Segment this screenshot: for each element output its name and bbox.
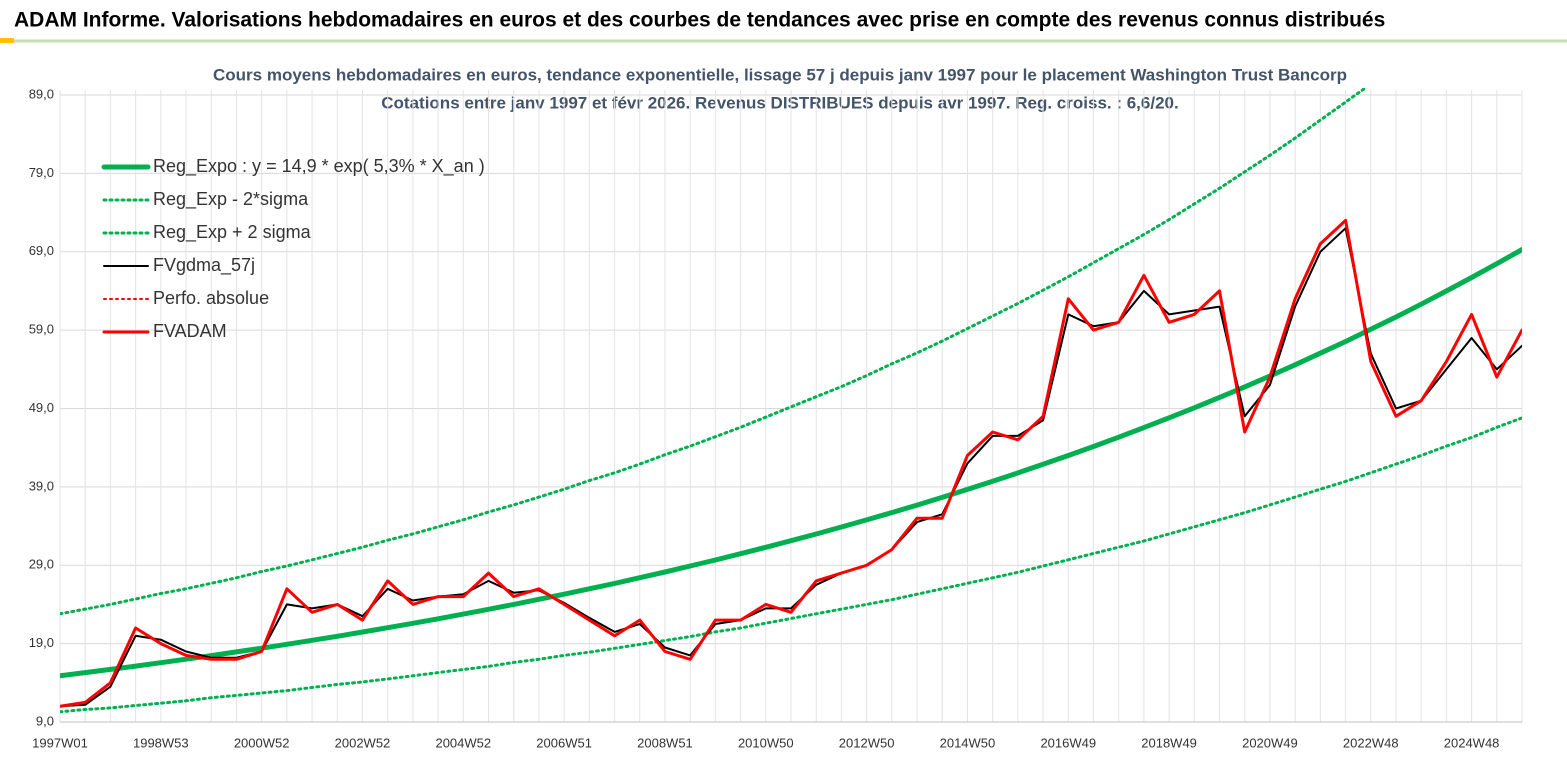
x-tick-label: 2006W51 [536, 735, 592, 750]
x-tick-label: 1997W01 [32, 735, 88, 750]
series-line [60, 88, 1368, 616]
grid: 9,0 19,0 29,0 39,0 49,0 59,0 69,0 79,0 89,0 1997W… [29, 86, 1523, 750]
series-line [60, 247, 1522, 679]
subtitle: Cours moyens hebdomadaires en euros, ten… [213, 65, 1347, 84]
legend-label: Reg_Exp - 2*sigma [153, 189, 309, 210]
subtitle: Cotations entre janv 1997 et févr 2026. … [381, 93, 1178, 112]
x-tick-label: 2008W51 [637, 735, 693, 750]
y-tick-label: 49,0 [29, 400, 54, 415]
corner-mark [0, 38, 14, 43]
x-tick-label: 2014W50 [940, 735, 996, 750]
x-tick-label: 2024W48 [1444, 735, 1500, 750]
y-tick-label: 9,0 [36, 713, 54, 728]
legend-label: FVgdma_57j [153, 255, 255, 276]
chart-title: ADAM Informe. Valorisations hebdomadaire… [14, 9, 1385, 32]
legend-label: Reg_Expo : y = 14,9 * exp( 5,3% * X_an ) [153, 156, 485, 177]
x-tick-label: 2018W49 [1141, 735, 1197, 750]
series-line [60, 218, 1522, 708]
x-tick-label: 2016W49 [1040, 735, 1096, 750]
legend-label: Reg_Exp + 2 sigma [153, 222, 312, 243]
x-tick-label: 2004W52 [435, 735, 491, 750]
title-bar [0, 0, 1567, 40]
series-line [60, 416, 1522, 714]
series-line [60, 227, 1522, 708]
x-tick-label: 2022W48 [1343, 735, 1399, 750]
legend-label: FVADAM [153, 321, 227, 341]
y-tick-label: 19,0 [29, 635, 54, 650]
plot [60, 88, 1522, 714]
x-tick-label: 2010W50 [738, 735, 794, 750]
x-tick-label: 2012W50 [839, 735, 895, 750]
y-tick-label: 79,0 [29, 165, 54, 180]
legend: Reg_Expo : y = 14,9 * exp( 5,3% * X_an )… [101, 156, 485, 341]
x-tick-label: 2000W52 [234, 735, 290, 750]
x-tick-label: 1998W53 [133, 735, 189, 750]
y-tick-label: 59,0 [29, 322, 54, 337]
y-tick-label: 89,0 [29, 86, 54, 101]
y-tick-label: 69,0 [29, 243, 54, 258]
legend-label: Perfo. absolue [153, 288, 269, 308]
y-tick-label: 39,0 [29, 478, 54, 493]
x-tick-label: 2020W49 [1242, 735, 1298, 750]
y-tick-label: 29,0 [29, 557, 54, 572]
x-tick-label: 2002W52 [335, 735, 391, 750]
